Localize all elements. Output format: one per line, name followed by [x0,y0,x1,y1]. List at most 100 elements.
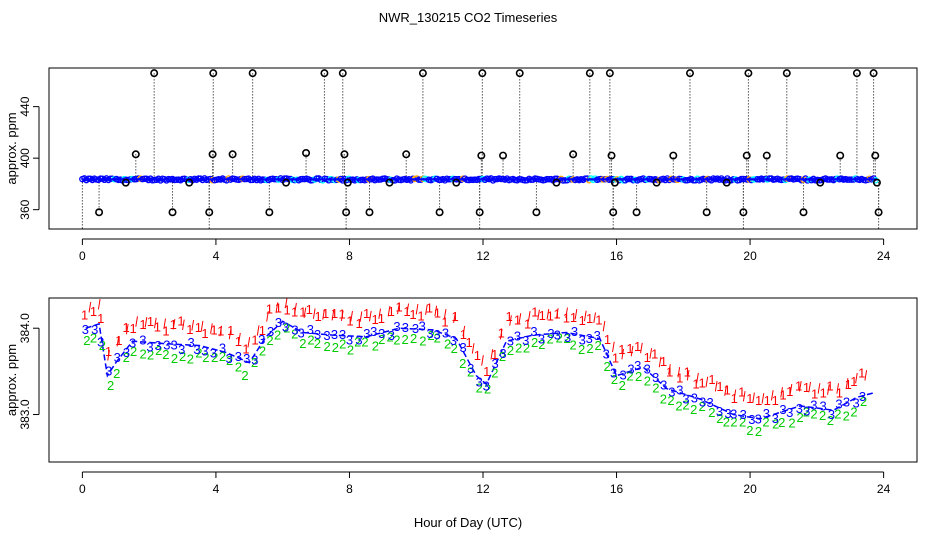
series-1-point: 1 [275,301,282,316]
series-3-point: 3 [187,335,194,350]
series-3-point: 3 [538,332,545,347]
series-1-segment [546,308,550,320]
series-3-point: 3 [492,356,499,371]
series-1-segment [266,311,269,322]
series-2-point: 2 [378,332,385,347]
series-1-point: 1 [692,376,699,391]
top-x-tick-label: 0 [79,249,86,263]
series-1-segment [247,337,251,348]
series-3-point: 3 [724,406,731,421]
series-1-point: 1 [795,379,802,394]
series-2-point: 2 [90,331,97,346]
bottom-x-tick-label: 20 [743,482,757,496]
series-1-segment [808,381,811,393]
series-1-segment [714,381,718,392]
series-1-segment [705,376,709,388]
series-3-point: 3 [467,361,474,376]
series-3-point: 3 [412,321,419,336]
series-2-point: 2 [219,349,226,364]
series-1-point: 1 [371,312,378,327]
series-1-segment [97,298,101,310]
series-2-point: 2 [523,341,530,356]
series-2-point: 2 [772,416,779,431]
series-1-point: 1 [836,385,843,400]
series-2-point: 2 [644,374,651,389]
series-1-segment [733,389,737,401]
series-1-point: 1 [259,323,266,338]
series-1-point: 1 [170,317,177,332]
spike-marker [609,208,618,217]
top-x-tick-label: 24 [877,249,891,263]
series-3-point: 3 [706,395,713,410]
series-1-segment [724,385,727,396]
series-1-segment [677,367,681,378]
series-3-point: 3 [779,402,786,417]
series-1-point: 1 [563,310,570,325]
series-1-segment [415,303,419,315]
series-1-point: 1 [547,309,554,324]
series-2-point: 2 [372,339,379,354]
series-2-point: 2 [434,331,441,346]
series-1-point: 1 [81,307,88,322]
spike-marker [742,151,751,160]
series-3-point: 3 [586,331,593,346]
series-2-point: 2 [324,339,331,354]
series-3-point: 3 [129,335,136,350]
series-1-point: 1 [858,366,865,381]
series-2-point: 2 [211,350,218,365]
series-1-point: 1 [779,388,786,403]
series-2-point: 2 [698,399,705,414]
series-2-point: 2 [107,378,114,393]
series-3-point: 3 [339,327,346,342]
spike-marker [610,178,619,187]
series-1-segment [780,387,783,398]
spike-marker [475,208,484,217]
spike-marker [418,69,427,78]
series-1-point: 1 [322,306,329,321]
series-2-point: 2 [266,333,273,348]
spike-marker [569,150,578,159]
series-1-segment [686,369,690,381]
bottom-x-tick-label: 4 [213,482,220,496]
series-2-point: 2 [635,369,642,384]
spike-marker [632,208,641,217]
series-3-point: 3 [554,327,561,342]
series-2-point: 2 [83,333,90,348]
series-2-point: 2 [723,415,730,430]
bottom-x-tick-label: 16 [610,482,624,496]
series-1-segment [630,345,634,357]
series-3-point: 3 [644,362,651,377]
spike-marker [605,69,614,78]
top-y-axis-label: approx. ppm [4,112,19,184]
series-1-point: 1 [676,371,683,386]
series-1-segment [836,383,840,394]
series-3-point: 3 [442,326,449,341]
series-3-point: 3 [620,368,627,383]
spike-marker [320,69,329,78]
series-2-point: 2 [652,380,659,395]
series-1-point: 1 [186,322,193,337]
bottom-y-axis-label: approx. ppm [4,344,19,416]
series-2-point: 2 [299,336,306,351]
spike-marker [702,208,711,217]
series-2-point: 2 [850,405,857,420]
series-1-segment [565,307,568,318]
series-1-segment [593,312,596,323]
series-2-point: 2 [730,415,737,430]
series-2-point: 2 [291,326,298,341]
series-1-point: 1 [378,311,385,326]
series-1-point: 1 [441,315,448,330]
series-1-segment [742,391,746,402]
spike-marker [452,178,461,187]
series-1-point: 1 [684,365,691,380]
series-2-point: 2 [739,414,746,429]
series-3-point: 3 [507,334,514,349]
series-1-point: 1 [195,320,202,335]
spike-marker [402,150,411,159]
series-1-segment [228,328,232,340]
bottom-y-tick-label: 384.0 [18,313,32,343]
series-1-segment [275,302,279,313]
series-1-point: 1 [698,376,705,391]
series-1-point: 1 [251,333,258,348]
series-1-point: 1 [147,314,154,329]
